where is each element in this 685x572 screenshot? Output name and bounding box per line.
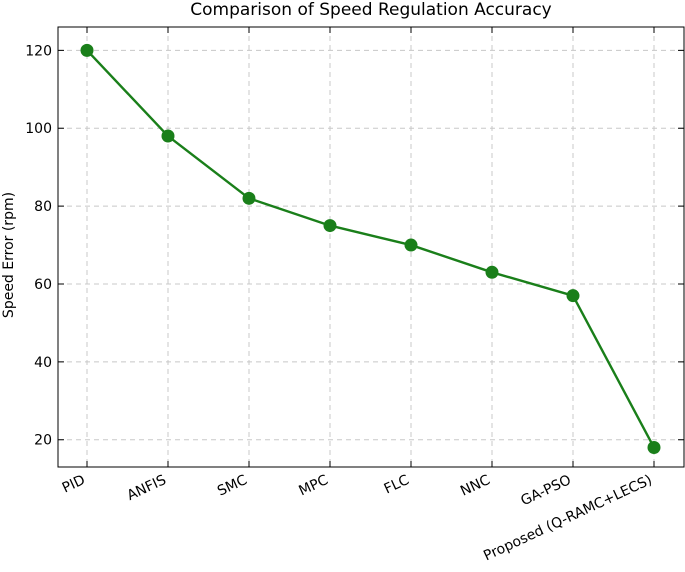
grid <box>58 27 684 467</box>
x-tick-label: PID <box>60 472 88 496</box>
data-point <box>242 191 256 205</box>
y-tick-label: 60 <box>34 277 52 293</box>
x-tick-label: ANFIS <box>125 472 169 504</box>
data-point <box>80 43 94 57</box>
data-point <box>323 219 337 233</box>
data-point <box>161 129 175 143</box>
series-line <box>86 49 656 449</box>
y-tick-label: 40 <box>34 355 52 371</box>
chart-title: Comparison of Speed Regulation Accuracy <box>190 0 551 20</box>
y-tick-label: 120 <box>25 43 52 59</box>
y-tick-label: 20 <box>34 433 52 449</box>
plot-frame <box>57 26 685 468</box>
x-tick-label: MPC <box>296 472 330 499</box>
ticks: 20 40 60 80 100 120 PID ANFIS SMC MPC FLC NNC GA-PSO… <box>25 27 684 564</box>
y-axis-label: Speed Error (rpm) <box>1 192 17 318</box>
y-tick-label: 80 <box>34 199 52 215</box>
y-tick-label: 100 <box>25 121 52 137</box>
series <box>80 43 661 455</box>
data-point <box>485 265 499 279</box>
x-tick-label: NNC <box>458 472 493 500</box>
x-tick-label: GA-PSO <box>518 472 573 509</box>
x-tick-label: FLC <box>382 472 412 497</box>
data-point <box>647 441 661 455</box>
data-point <box>404 238 418 252</box>
x-tick-label: SMC <box>215 472 250 500</box>
data-point <box>566 289 580 303</box>
